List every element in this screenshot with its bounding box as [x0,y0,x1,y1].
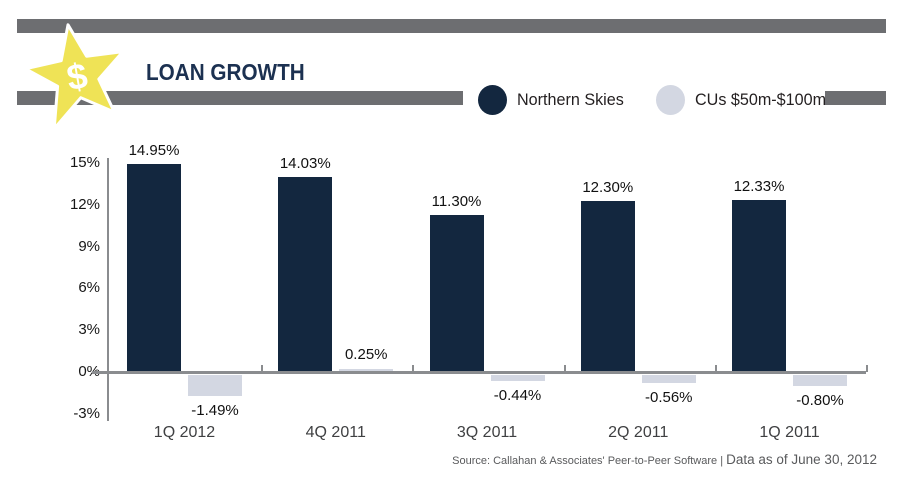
y-axis-tick-label: 6% [78,279,100,297]
category-label: 1Q 2011 [759,424,820,441]
cu-peer-value-label: -0.56% [644,388,693,406]
legend-dot-northern-skies [478,85,507,115]
cu-peer-value-label: -0.80% [796,392,844,410]
cu-peer-value-label: -0.44% [493,387,542,405]
y-axis-tick-label: 9% [78,237,100,255]
legend-dot-cus-50m-100m [656,85,685,115]
page-title: LOAN GROWTH [146,59,305,85]
northern-skies-value-label: 14.95% [128,141,180,159]
cu-peer-bar [641,375,696,383]
y-axis-line [107,158,109,421]
cu-peer-bar [339,368,394,372]
header-rule-top [17,19,886,33]
x-axis-tick [412,365,415,372]
northern-skies-bar [580,200,635,372]
x-axis-tick [714,365,717,372]
northern-skies-value-label: 14.03% [279,154,331,172]
source-note: Source: Callahan & Associates' Peer-to-P… [452,451,877,469]
dollar-star-icon: $ [24,23,125,131]
x-axis-tick [563,365,566,372]
legend-label-cus-50m-100m: CUs $50m-$100m [695,90,827,109]
y-axis-tick-label: 15% [69,154,100,172]
data-as-of-text: Data as of June 30, 2012 [726,452,877,467]
cu-peer-bar [188,375,242,396]
header-rule-bottom-left [17,91,463,105]
northern-skies-bar [429,214,484,372]
northern-skies-value-label: 11.30% [431,192,482,210]
cu-peer-bar [490,375,545,382]
source-text: Source: Callahan & Associates' Peer-to-P… [452,455,727,467]
northern-skies-bar [278,176,333,372]
legend-label-northern-skies: Northern Skies [517,90,624,109]
category-label: 4Q 2011 [305,424,366,441]
northern-skies-value-label: 12.30% [582,178,634,196]
category-label: 2Q 2011 [608,424,669,441]
cu-peer-value-label: 0.25% [344,345,388,363]
category-label: 1Q 2012 [153,424,216,441]
northern-skies-bar [127,163,181,372]
northern-skies-value-label: 12.33% [733,178,785,196]
northern-skies-bar [732,200,786,372]
y-axis-tick-label: 3% [78,321,100,339]
x-axis-tick [866,365,868,372]
zero-baseline [92,371,866,374]
star-shape [24,23,125,131]
x-axis-tick [261,365,263,372]
header-rule-bottom-right [825,91,886,105]
y-axis-tick-label: 0% [78,363,100,380]
y-axis-tick-label: 12% [69,195,100,213]
category-label: 3Q 2011 [456,424,518,441]
y-axis-tick-label: -3% [73,404,100,422]
cu-peer-value-label: -1.49% [191,401,239,419]
cu-peer-bar [793,375,847,387]
